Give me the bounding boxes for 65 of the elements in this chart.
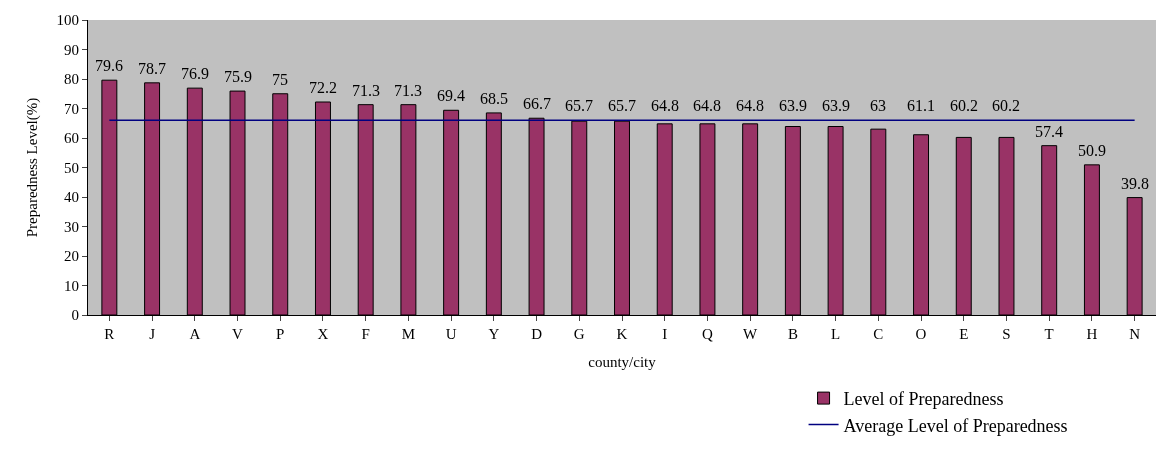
- data-label: 39.8: [1121, 175, 1149, 192]
- data-label: 78.7: [138, 60, 166, 77]
- x-tick-label: Q: [702, 326, 714, 342]
- data-label: 50.9: [1078, 142, 1106, 159]
- data-label: 76.9: [181, 65, 209, 82]
- x-tick-label: G: [573, 326, 585, 342]
- data-label: 79.6: [95, 57, 123, 74]
- y-tick-label: 40: [64, 189, 79, 206]
- x-tick-label: B: [787, 326, 798, 342]
- data-label: 69.4: [437, 87, 465, 104]
- data-label: 57.4: [1035, 123, 1063, 140]
- data-label: 61.1: [907, 97, 935, 114]
- y-tick-label: 60: [64, 130, 79, 147]
- x-tick-label: O: [915, 326, 927, 342]
- data-label: 75: [272, 71, 288, 88]
- x-tick-label: J: [149, 326, 156, 342]
- x-tick-label: X: [317, 326, 329, 342]
- y-tick-label: 10: [64, 277, 79, 294]
- data-label: 71.3: [352, 82, 380, 99]
- x-tick-label: W: [743, 326, 759, 342]
- data-label: 75.9: [224, 68, 252, 85]
- x-tick-label: K: [616, 326, 628, 342]
- data-label: 64.8: [651, 97, 679, 114]
- data-label: 71.3: [394, 82, 422, 99]
- x-axis-title: county/city: [588, 354, 657, 370]
- data-label: 65.7: [608, 97, 636, 114]
- x-tick-label: F: [361, 326, 370, 342]
- y-tick-label: 70: [64, 100, 79, 117]
- legend-label: Average Level of Preparedness: [843, 415, 1068, 436]
- data-label: 63.9: [822, 97, 850, 114]
- x-tick-label: L: [831, 326, 841, 342]
- data-label: 60.2: [992, 97, 1020, 114]
- x-tick-label: Y: [488, 326, 500, 342]
- data-label: 68.5: [480, 90, 508, 107]
- y-tick-label: 90: [64, 41, 79, 58]
- x-tick-label: I: [662, 326, 668, 342]
- data-label: 66.7: [523, 95, 551, 112]
- x-tick-label: R: [104, 326, 115, 342]
- x-tick-label: C: [873, 326, 884, 342]
- y-tick-label: 100: [56, 12, 79, 29]
- y-axis-title: Preparedness Level(%): [23, 97, 41, 238]
- x-tick-label: H: [1086, 326, 1098, 342]
- data-label: 63.9: [779, 97, 807, 114]
- data-label: 63: [870, 97, 886, 114]
- x-tick-label: E: [959, 326, 969, 342]
- y-tick-label: 20: [64, 248, 79, 265]
- y-tick-label: 0: [71, 307, 79, 324]
- x-tick-label: P: [276, 326, 285, 342]
- data-label: 60.2: [950, 97, 978, 114]
- x-tick-label: A: [189, 326, 201, 342]
- data-label: 72.2: [309, 79, 337, 96]
- y-tick-label: 30: [64, 218, 79, 235]
- x-tick-label: D: [531, 326, 543, 342]
- y-tick-label: 50: [64, 159, 79, 176]
- x-tick-label: T: [1044, 326, 1054, 342]
- legend-label: Level of Preparedness: [843, 389, 1004, 410]
- x-tick-label: U: [445, 326, 457, 342]
- data-label: 64.8: [736, 97, 764, 114]
- data-label: 65.7: [565, 97, 593, 114]
- x-tick-label: V: [232, 326, 244, 342]
- data-label: 64.8: [693, 97, 721, 114]
- y-tick-label: 80: [64, 71, 79, 88]
- x-tick-label: N: [1129, 326, 1141, 342]
- x-tick-label: S: [1002, 326, 1011, 342]
- x-tick-label: M: [401, 326, 416, 342]
